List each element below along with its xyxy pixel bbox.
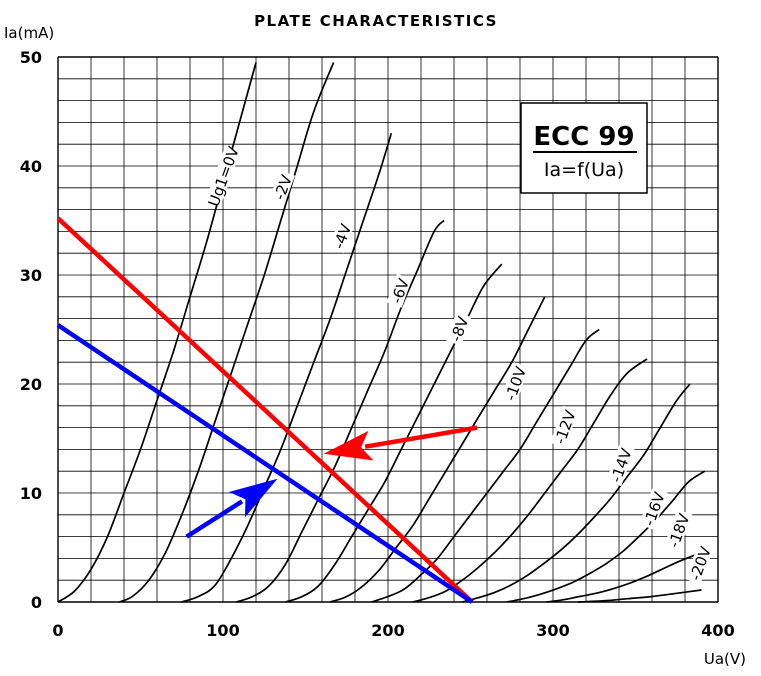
- x-tick-label: 0: [52, 621, 63, 640]
- load-line: [56, 216, 474, 604]
- curve-label: -20V: [685, 542, 715, 585]
- x-tick-label: 200: [371, 621, 404, 640]
- curve-label-bg: [269, 170, 295, 205]
- y-tick-label: 50: [20, 48, 42, 67]
- curve-label-bg: [663, 509, 693, 552]
- plate-curve: [546, 551, 706, 603]
- curve-label: -2V: [269, 170, 296, 205]
- curve-label: Ug1=0V: [205, 143, 244, 209]
- curve-label-bg: [205, 146, 241, 206]
- arrow-shaft: [364, 425, 478, 449]
- y-tick-label: 10: [20, 484, 42, 503]
- info-box-frame: [520, 102, 648, 194]
- curve-label: -8V: [446, 311, 473, 346]
- curve-label-bg: [685, 542, 714, 585]
- curve-label: -18V: [663, 509, 694, 552]
- arrow-shaft: [185, 499, 244, 539]
- x-axis-label: Ua(V): [704, 650, 746, 668]
- plate-curve: [330, 296, 546, 603]
- curve-label-bg: [550, 405, 579, 449]
- info-box: ECC 99 Ia=f(Ua): [520, 102, 648, 194]
- arrow-head: [228, 478, 278, 518]
- curve-label-bg: [328, 219, 355, 254]
- y-tick-label: 30: [20, 266, 42, 285]
- curve-label: -6V: [386, 273, 413, 308]
- x-tick-label: 400: [701, 621, 734, 640]
- load-lines: [56, 216, 474, 604]
- plate-curve: [118, 62, 335, 603]
- curve-label: -4V: [328, 219, 355, 254]
- info-box-subtitle: Ia=f(Ua): [544, 159, 624, 181]
- y-ticks: 0 10 20 30 40 50: [20, 48, 42, 612]
- plate-curve: [462, 383, 691, 603]
- curve-label-bg: [446, 311, 472, 346]
- curve-label: -14V: [606, 443, 636, 487]
- curve-label-text: -14V: [607, 445, 636, 485]
- plate-curve: [506, 470, 706, 603]
- curve-label-text: -18V: [665, 511, 694, 551]
- y-tick-label: 40: [20, 157, 42, 176]
- plate-curve: [181, 133, 393, 603]
- curve-label-bg: [639, 487, 668, 530]
- y-axis-label: Ia(mA): [4, 24, 54, 42]
- plate-curve: [371, 328, 600, 603]
- curve-label-text: -20V: [686, 543, 715, 583]
- curve-label-bg: [386, 273, 413, 308]
- x-ticks: 0 100 200 300 400: [52, 621, 734, 640]
- chart-title: PLATE CHARACTERISTICS: [254, 12, 498, 30]
- plate-curve: [577, 589, 702, 603]
- x-tick-label: 100: [206, 621, 239, 640]
- arrow-head: [323, 430, 374, 461]
- y-tick-label: 0: [31, 593, 42, 612]
- info-box-title: ECC 99: [533, 122, 634, 152]
- curve-label-text: -10V: [501, 364, 530, 404]
- arrows: [185, 425, 478, 539]
- curve-label-bg: [606, 443, 635, 487]
- y-tick-label: 20: [20, 375, 42, 394]
- curve-label-text: -12V: [551, 407, 580, 447]
- curve-label-bg: [500, 362, 530, 405]
- load-line: [56, 323, 474, 604]
- curve-label-text: Ug1=0V: [205, 143, 244, 209]
- x-tick-label: 300: [536, 621, 569, 640]
